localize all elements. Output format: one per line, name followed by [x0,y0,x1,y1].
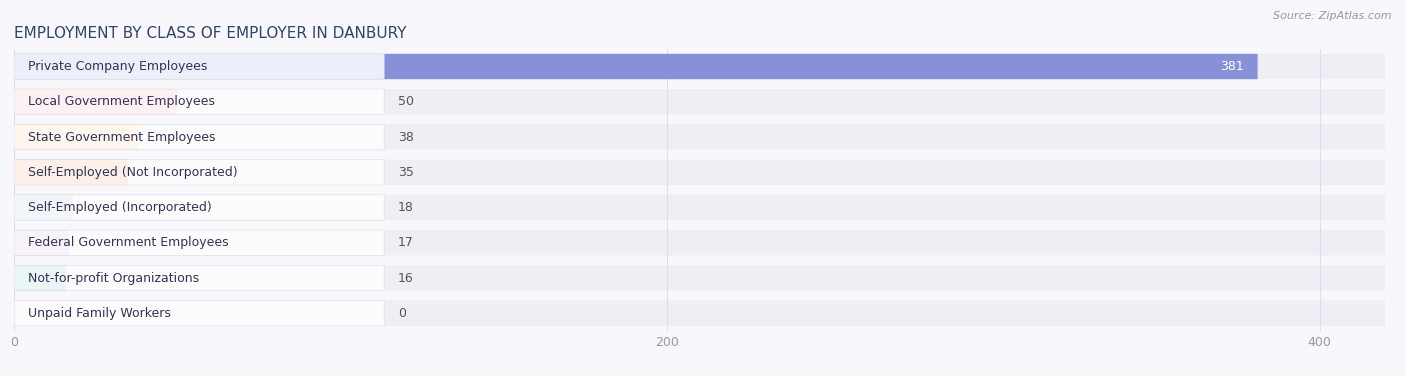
FancyBboxPatch shape [14,124,1385,150]
FancyBboxPatch shape [14,265,66,291]
FancyBboxPatch shape [14,159,128,185]
Text: 17: 17 [398,236,413,249]
FancyBboxPatch shape [14,54,1257,79]
FancyBboxPatch shape [14,230,69,255]
Text: 381: 381 [1220,60,1244,73]
Text: Local Government Employees: Local Government Employees [28,95,215,108]
FancyBboxPatch shape [14,230,1385,255]
FancyBboxPatch shape [14,195,384,220]
FancyBboxPatch shape [14,89,177,114]
Text: 16: 16 [398,271,413,285]
Text: Source: ZipAtlas.com: Source: ZipAtlas.com [1274,11,1392,21]
FancyBboxPatch shape [14,265,384,291]
FancyBboxPatch shape [14,300,384,326]
Text: EMPLOYMENT BY CLASS OF EMPLOYER IN DANBURY: EMPLOYMENT BY CLASS OF EMPLOYER IN DANBU… [14,26,406,41]
FancyBboxPatch shape [14,89,1385,114]
Text: Unpaid Family Workers: Unpaid Family Workers [28,307,170,320]
Text: 35: 35 [398,166,413,179]
Text: Federal Government Employees: Federal Government Employees [28,236,228,249]
FancyBboxPatch shape [14,124,138,150]
FancyBboxPatch shape [14,230,384,255]
Text: 0: 0 [398,307,406,320]
FancyBboxPatch shape [14,159,1385,185]
FancyBboxPatch shape [14,54,384,79]
Text: Private Company Employees: Private Company Employees [28,60,207,73]
FancyBboxPatch shape [14,300,1385,326]
FancyBboxPatch shape [14,300,15,326]
Text: Self-Employed (Not Incorporated): Self-Employed (Not Incorporated) [28,166,238,179]
FancyBboxPatch shape [14,89,384,114]
FancyBboxPatch shape [14,54,1385,79]
FancyBboxPatch shape [14,124,384,150]
FancyBboxPatch shape [14,195,1385,220]
Text: Self-Employed (Incorporated): Self-Employed (Incorporated) [28,201,211,214]
Text: 18: 18 [398,201,413,214]
FancyBboxPatch shape [14,159,384,185]
Text: State Government Employees: State Government Employees [28,130,215,144]
Text: Not-for-profit Organizations: Not-for-profit Organizations [28,271,198,285]
FancyBboxPatch shape [14,195,73,220]
Text: 38: 38 [398,130,413,144]
FancyBboxPatch shape [14,265,1385,291]
Text: 50: 50 [398,95,413,108]
